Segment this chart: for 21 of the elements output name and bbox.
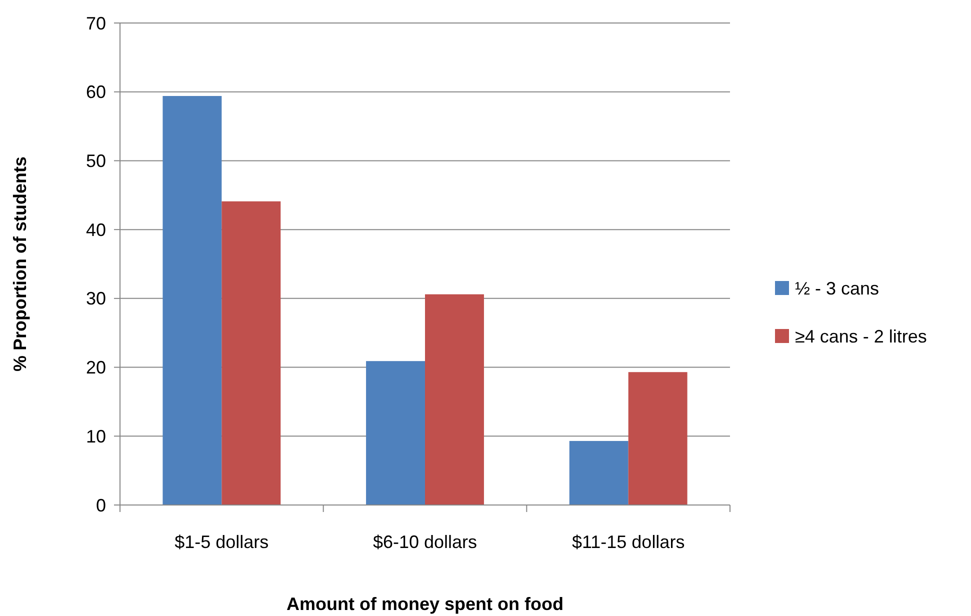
legend-label: ≥4 cans - 2 litres <box>795 326 927 346</box>
y-tick-label: 0 <box>96 495 106 516</box>
y-tick-label: 40 <box>86 220 106 240</box>
y-tick-label: 20 <box>86 358 106 378</box>
legend-label: ½ - 3 cans <box>795 278 880 298</box>
x-axis-title: Amount of money spent on food <box>286 594 564 614</box>
y-axis-title: % Proportion of students <box>10 156 30 372</box>
y-tick-label: 50 <box>86 151 106 172</box>
bar <box>162 96 222 505</box>
y-tick-label: 10 <box>86 426 106 446</box>
bar <box>425 294 484 505</box>
x-tick-label: $1-5 dollars <box>174 532 269 552</box>
y-tick-label: 70 <box>86 13 106 34</box>
y-tick-label: 60 <box>86 82 106 102</box>
y-tick-label: 30 <box>86 288 106 309</box>
bar <box>569 440 628 505</box>
bar <box>628 372 688 505</box>
x-tick-label: $11-15 dollars <box>572 532 685 552</box>
bar <box>222 201 281 505</box>
x-tick-label: $6-10 dollars <box>372 532 478 552</box>
bar <box>366 361 425 505</box>
